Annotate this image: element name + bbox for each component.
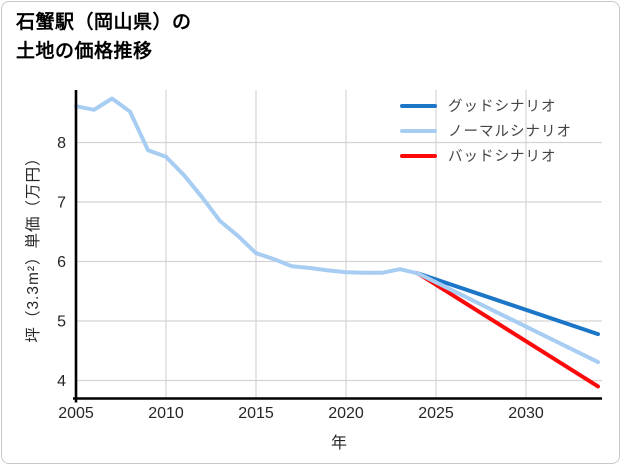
y-tick-label: 4	[57, 373, 66, 390]
y-tick-label: 6	[57, 254, 66, 271]
legend-item-bad: バッドシナリオ	[400, 143, 572, 168]
legend-label-bad: バッドシナリオ	[448, 149, 557, 165]
x-tick-label: 2030	[508, 405, 544, 422]
chart-title-line2: 土地の価格推移	[16, 41, 153, 62]
x-axis-label: 年	[330, 435, 348, 452]
legend-line-swatch-bad	[400, 153, 437, 158]
legend-label-normal: ノーマルシナリオ	[448, 124, 572, 140]
series-line	[416, 271, 600, 337]
series-line	[74, 96, 420, 276]
x-tick-label: 2020	[328, 405, 364, 422]
y-axis-label: 坪（3.3m²）単価（万円）	[25, 149, 42, 343]
x-tick-label: 2025	[418, 405, 454, 422]
legend-item-normal: ノーマルシナリオ	[400, 118, 572, 143]
y-tick-label: 5	[57, 314, 66, 331]
x-tick-label: 2010	[148, 405, 184, 422]
x-tick-label: 2015	[238, 405, 274, 422]
x-tick-label: 2005	[58, 405, 94, 422]
chart-title-line1: 石蟹駅（岡山県）の	[16, 12, 192, 33]
legend-line-swatch-normal	[400, 128, 437, 133]
legend-line-swatch-good	[400, 103, 437, 108]
y-tick-label: 8	[57, 135, 66, 152]
chart-title: 石蟹駅（岡山県）の 土地の価格推移	[16, 8, 192, 66]
series-line	[416, 271, 600, 389]
y-tick-label: 7	[57, 195, 66, 212]
legend-item-good: グッドシナリオ	[400, 93, 572, 118]
chart-legend: グッドシナリオ ノーマルシナリオ バッドシナリオ	[400, 93, 572, 168]
series-line	[416, 271, 600, 365]
legend-label-good: グッドシナリオ	[448, 99, 557, 115]
